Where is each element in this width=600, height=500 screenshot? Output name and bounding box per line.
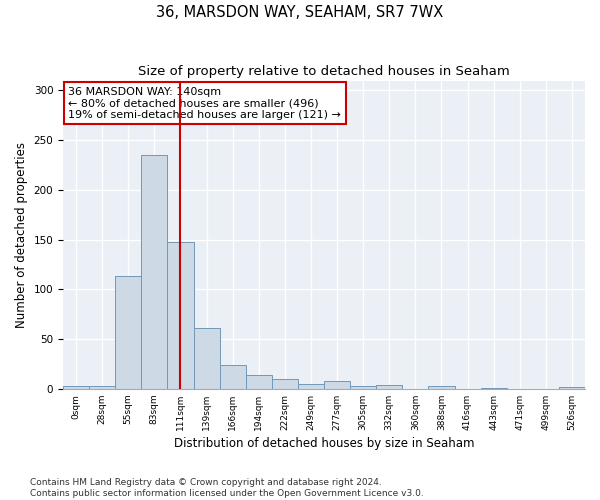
Bar [324,381,350,389]
Bar [167,242,194,389]
Bar [142,155,167,389]
X-axis label: Distribution of detached houses by size in Seaham: Distribution of detached houses by size … [174,437,474,450]
Bar [428,386,455,389]
Title: Size of property relative to detached houses in Seaham: Size of property relative to detached ho… [138,65,510,78]
Text: 36 MARSDON WAY: 140sqm
← 80% of detached houses are smaller (496)
19% of semi-de: 36 MARSDON WAY: 140sqm ← 80% of detached… [68,86,341,120]
Bar [115,276,142,389]
Bar [89,386,115,389]
Y-axis label: Number of detached properties: Number of detached properties [15,142,28,328]
Bar [220,365,246,389]
Bar [63,386,89,389]
Bar [350,386,376,389]
Bar [298,384,324,389]
Bar [481,388,507,389]
Bar [559,387,585,389]
Bar [246,375,272,389]
Bar [194,328,220,389]
Bar [272,379,298,389]
Text: Contains HM Land Registry data © Crown copyright and database right 2024.
Contai: Contains HM Land Registry data © Crown c… [30,478,424,498]
Text: 36, MARSDON WAY, SEAHAM, SR7 7WX: 36, MARSDON WAY, SEAHAM, SR7 7WX [157,5,443,20]
Bar [376,385,403,389]
